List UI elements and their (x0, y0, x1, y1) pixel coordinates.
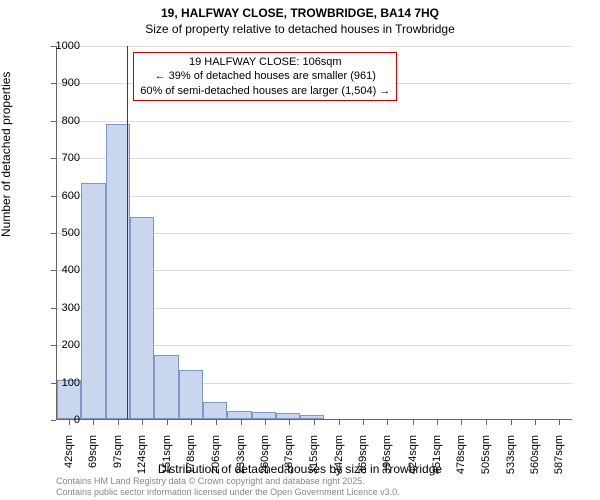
x-tick-mark (437, 420, 438, 425)
y-tick-mark (51, 46, 56, 47)
reference-line (127, 46, 128, 419)
x-axis-label: Distribution of detached houses by size … (0, 462, 600, 476)
y-tick-mark (51, 345, 56, 346)
footer-line-2: Contains public sector information licen… (56, 487, 400, 498)
x-tick-mark (559, 420, 560, 425)
chart-title: 19, HALFWAY CLOSE, TROWBRIDGE, BA14 7HQ (0, 0, 600, 22)
x-tick-label: 587sqm (553, 435, 565, 485)
y-tick-label: 600 (40, 190, 80, 202)
y-tick-mark (51, 158, 56, 159)
y-tick-mark (51, 196, 56, 197)
y-tick-mark (51, 420, 56, 421)
x-tick-mark (461, 420, 462, 425)
x-tick-label: 478sqm (455, 435, 467, 485)
annotation-line: ← 39% of detached houses are smaller (96… (140, 69, 390, 83)
histogram-bar (300, 415, 324, 419)
y-tick-label: 200 (40, 339, 80, 351)
grid-line (57, 121, 572, 122)
x-tick-label: 533sqm (505, 435, 517, 485)
x-tick-label: 560sqm (529, 435, 541, 485)
histogram-bar (252, 412, 276, 419)
histogram-bar (154, 355, 178, 419)
x-tick-mark (511, 420, 512, 425)
x-tick-mark (535, 420, 536, 425)
x-tick-mark (118, 420, 119, 425)
x-tick-mark (265, 420, 266, 425)
grid-line (57, 46, 572, 47)
x-tick-mark (289, 420, 290, 425)
y-tick-label: 1000 (40, 40, 80, 52)
plot-area: 19 HALFWAY CLOSE: 106sqm← 39% of detache… (56, 46, 572, 420)
x-tick-mark (486, 420, 487, 425)
x-tick-mark (167, 420, 168, 425)
x-tick-mark (413, 420, 414, 425)
x-tick-label: 451sqm (431, 435, 443, 485)
x-tick-mark (387, 420, 388, 425)
footer-attribution: Contains HM Land Registry data © Crown c… (56, 476, 400, 498)
x-tick-label: 424sqm (407, 435, 419, 485)
x-tick-mark (69, 420, 70, 425)
y-tick-mark (51, 121, 56, 122)
annotation-line: 60% of semi-detached houses are larger (… (140, 84, 390, 98)
y-tick-mark (51, 233, 56, 234)
x-tick-mark (216, 420, 217, 425)
y-axis-label: Number of detached properties (0, 72, 13, 237)
x-tick-mark (93, 420, 94, 425)
x-tick-mark (191, 420, 192, 425)
y-tick-mark (51, 308, 56, 309)
histogram-bar (227, 411, 251, 419)
histogram-bar (179, 370, 203, 419)
y-tick-label: 400 (40, 264, 80, 276)
histogram-bar (130, 217, 154, 419)
y-tick-mark (51, 383, 56, 384)
y-tick-mark (51, 83, 56, 84)
y-tick-label: 100 (40, 377, 80, 389)
y-tick-label: 700 (40, 152, 80, 164)
y-tick-mark (51, 270, 56, 271)
histogram-bar (203, 402, 227, 419)
histogram-bar (276, 413, 300, 419)
annotation-line: 19 HALFWAY CLOSE: 106sqm (140, 55, 390, 69)
annotation-box: 19 HALFWAY CLOSE: 106sqm← 39% of detache… (133, 52, 397, 101)
chart-container: 19, HALFWAY CLOSE, TROWBRIDGE, BA14 7HQ … (0, 0, 600, 500)
footer-line-1: Contains HM Land Registry data © Crown c… (56, 476, 400, 487)
x-tick-mark (142, 420, 143, 425)
chart-subtitle: Size of property relative to detached ho… (0, 22, 600, 40)
grid-line (57, 196, 572, 197)
grid-line (57, 158, 572, 159)
y-tick-label: 900 (40, 77, 80, 89)
y-tick-label: 800 (40, 115, 80, 127)
y-tick-label: 500 (40, 227, 80, 239)
x-tick-mark (363, 420, 364, 425)
x-tick-mark (241, 420, 242, 425)
x-tick-mark (339, 420, 340, 425)
x-tick-mark (314, 420, 315, 425)
y-tick-label: 300 (40, 302, 80, 314)
x-tick-label: 505sqm (480, 435, 492, 485)
histogram-bar (81, 183, 105, 419)
y-tick-label: 0 (40, 414, 80, 426)
